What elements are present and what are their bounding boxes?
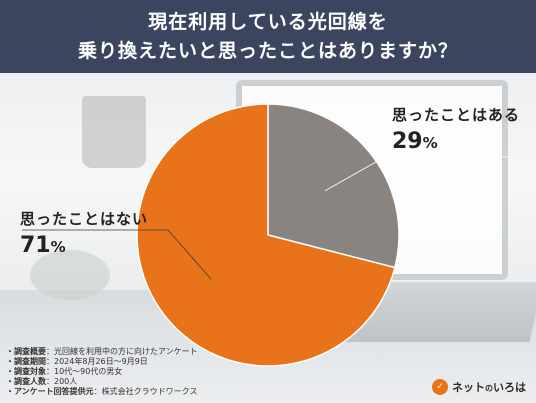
label-yes-percent: 29%: [392, 129, 520, 154]
brand-logo: ✓ ネットのいろは: [432, 376, 532, 398]
pie-slice-no: [136, 103, 396, 367]
note-row: ・調査期間：2024年8月26日～9月9日: [6, 357, 148, 366]
note-row: ・調査人数：200人: [6, 377, 78, 386]
leader-line-no: [22, 229, 212, 280]
logo-check-icon: ✓: [432, 379, 448, 395]
leader-line-yes: [324, 156, 508, 192]
label-yes-unit: %: [422, 134, 438, 152]
note-row: ・調査対象：10代～90代の男女: [6, 367, 123, 376]
label-yes-value: 29: [392, 129, 423, 154]
background-mug: [82, 96, 146, 168]
note-row: ・調査概要：光回線を利用中の方に向けたアンケート: [6, 347, 198, 356]
label-no-unit: %: [50, 238, 66, 256]
background-plant: [30, 250, 110, 300]
title-banner: 現在利用している光回線を 乗り換えたいと思ったことはありますか？: [0, 0, 536, 73]
title-line-2: 乗り換えたいと思ったことはありますか？: [77, 39, 458, 62]
title-line-1: 現在利用している光回線を: [148, 10, 388, 33]
label-no-percent: 71%: [20, 233, 148, 258]
label-no-value: 71: [20, 233, 51, 258]
label-no-category: 思ったことはない: [20, 210, 149, 228]
survey-notes: ・調査概要：光回線を利用中の方に向けたアンケート ・調査期間：2024年8月26…: [6, 347, 198, 397]
label-yes-category: 思ったことはある: [392, 106, 521, 124]
label-yes: 思ったことはある 29%: [392, 104, 520, 154]
label-no: 思ったことはない 71%: [20, 208, 148, 258]
note-row: ・アンケート回答提供元：株式会社クラウドワークス: [6, 387, 198, 396]
logo-text: ネットのいろは: [452, 381, 526, 394]
